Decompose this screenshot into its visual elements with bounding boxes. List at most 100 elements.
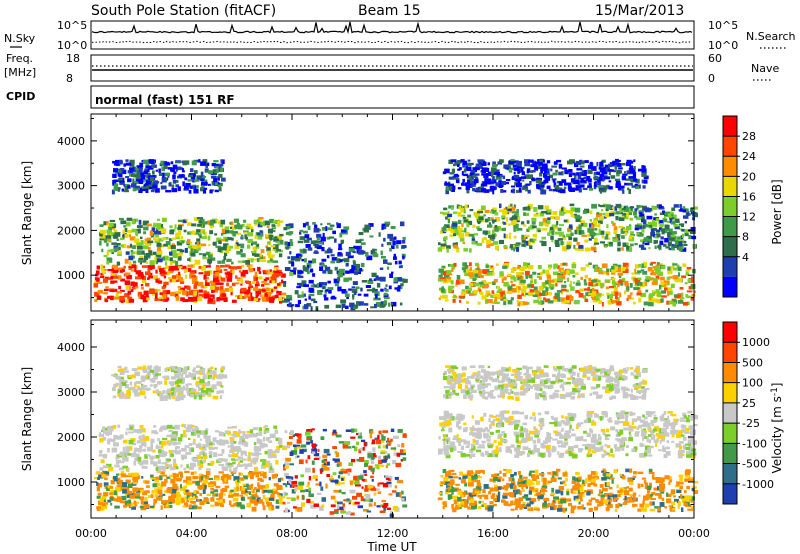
data-cell xyxy=(145,162,150,166)
data-cell xyxy=(124,228,128,233)
data-cell xyxy=(169,261,173,266)
data-cell xyxy=(457,187,462,190)
data-cell xyxy=(239,435,245,440)
data-cell xyxy=(552,211,558,216)
data-cell xyxy=(197,243,202,248)
data-cell xyxy=(117,369,123,373)
data-cell xyxy=(218,458,223,461)
data-cell xyxy=(193,217,200,221)
data-cell xyxy=(278,499,283,504)
cpid-text: normal (fast) 151 RF xyxy=(95,93,235,107)
data-cell xyxy=(465,166,468,171)
data-cell xyxy=(176,274,181,279)
data-cell xyxy=(167,167,173,170)
data-cell xyxy=(438,242,441,246)
data-cell xyxy=(338,441,345,444)
data-cell xyxy=(579,165,585,168)
data-cell xyxy=(232,433,237,436)
data-cell xyxy=(617,272,623,276)
data-cell xyxy=(686,485,690,490)
data-cell xyxy=(327,461,330,466)
data-cell xyxy=(502,265,508,269)
data-cell xyxy=(148,275,154,279)
data-cell xyxy=(372,252,377,257)
data-cell xyxy=(185,384,189,387)
data-cell xyxy=(221,259,226,264)
data-cell xyxy=(173,483,178,488)
data-cell xyxy=(197,217,203,220)
data-cell xyxy=(181,458,184,461)
data-cell xyxy=(101,502,106,507)
data-cell xyxy=(329,224,335,227)
data-cell xyxy=(611,291,615,295)
data-cell xyxy=(197,498,200,502)
data-cell xyxy=(220,265,225,268)
data-cell xyxy=(131,228,137,233)
data-cell xyxy=(378,459,383,465)
data-cell xyxy=(110,289,116,292)
data-cell xyxy=(132,388,138,393)
data-cell xyxy=(129,167,134,172)
data-cell xyxy=(249,232,252,235)
data-cell xyxy=(638,214,643,219)
data-cell xyxy=(191,230,196,235)
data-cell xyxy=(196,185,199,189)
data-cell xyxy=(348,288,352,291)
data-cell xyxy=(232,431,238,436)
data-cell xyxy=(174,424,180,430)
data-cell xyxy=(178,449,181,453)
data-cell xyxy=(184,177,188,181)
data-cell xyxy=(611,300,618,304)
data-cell xyxy=(107,430,112,436)
data-cell xyxy=(402,433,407,438)
data-cell xyxy=(169,394,172,400)
data-cell xyxy=(217,458,223,463)
data-cell xyxy=(186,222,192,226)
data-cell xyxy=(376,464,380,470)
data-cell xyxy=(147,265,154,269)
data-cell xyxy=(626,286,630,291)
data-cell xyxy=(385,284,388,287)
data-cell xyxy=(293,445,298,451)
data-cell xyxy=(645,276,651,280)
data-cell xyxy=(98,500,103,506)
data-cell xyxy=(111,251,114,254)
data-cell xyxy=(219,504,224,507)
data-cell xyxy=(657,292,662,298)
data-cell xyxy=(224,248,230,254)
data-cell xyxy=(99,438,104,443)
data-cell xyxy=(123,504,127,508)
data-cell xyxy=(583,176,586,180)
data-cell xyxy=(175,466,179,470)
data-cell xyxy=(542,290,548,296)
data-cell xyxy=(441,265,446,268)
data-cell xyxy=(557,238,563,241)
data-cell xyxy=(557,187,563,191)
data-cell xyxy=(203,373,207,377)
data-cell xyxy=(578,188,582,193)
data-cell xyxy=(218,269,223,273)
data-cell xyxy=(204,485,207,490)
data-cell xyxy=(473,240,478,245)
data-cell xyxy=(296,286,301,289)
data-cell xyxy=(492,210,497,214)
data-cell xyxy=(350,512,355,516)
data-cell xyxy=(261,259,266,263)
data-cell xyxy=(356,301,360,305)
data-cell xyxy=(582,187,588,190)
data-cell xyxy=(510,275,515,280)
data-cell xyxy=(385,475,388,479)
data-cell xyxy=(518,280,521,285)
data-cell xyxy=(206,371,212,375)
data-cell xyxy=(183,479,188,483)
data-cell xyxy=(265,497,270,502)
data-cell xyxy=(177,500,183,504)
data-cell xyxy=(122,235,125,240)
data-cell xyxy=(103,221,107,226)
data-cell xyxy=(141,384,148,388)
data-cell xyxy=(444,224,450,228)
data-cell xyxy=(180,464,183,468)
data-cell xyxy=(334,509,339,512)
data-cell xyxy=(570,286,575,291)
data-cell xyxy=(200,371,205,375)
